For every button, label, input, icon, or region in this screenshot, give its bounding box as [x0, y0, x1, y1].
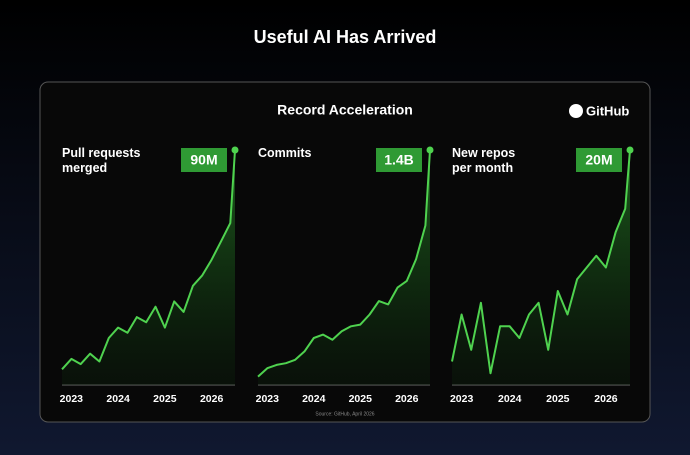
brand-logo	[569, 104, 583, 118]
x-tick-label: 2024	[498, 393, 522, 405]
source-note: Source: GitHub, April 2026	[315, 411, 374, 417]
panel-title: Record Acceleration	[277, 102, 413, 118]
area-fill	[62, 150, 235, 385]
x-tick-label: 2024	[106, 393, 130, 405]
area-fill	[258, 150, 430, 385]
value-label: 90M	[190, 152, 217, 168]
value-label: 1.4B	[384, 152, 414, 168]
line	[61, 149, 236, 370]
x-tick-label: 2026	[395, 393, 419, 405]
x-tick-label: 2025	[153, 393, 177, 405]
x-tick-label: 2023	[60, 393, 84, 405]
x-tick-label: 2023	[256, 393, 280, 405]
line	[451, 149, 631, 375]
x-tick-label: 2023	[450, 393, 474, 405]
x-tick-label: 2026	[594, 393, 618, 405]
end-point	[426, 146, 434, 154]
line	[257, 149, 431, 378]
brand-name: GitHub	[586, 103, 629, 118]
chart-title: Pull requests merged	[62, 146, 141, 175]
value-label-box	[181, 148, 227, 172]
value-label-box	[576, 148, 622, 172]
slide-title: Useful AI Has Arrived	[254, 27, 437, 47]
end-point	[231, 146, 239, 154]
end-point	[626, 146, 634, 154]
x-tick-label: 2025	[349, 393, 373, 405]
value-label: 20M	[585, 152, 612, 168]
x-tick-label: 2025	[546, 393, 570, 405]
value-label-box	[376, 148, 422, 172]
x-tick-label: 2024	[302, 393, 326, 405]
x-tick-label: 2026	[200, 393, 224, 405]
chart-title: New repos per month	[452, 146, 516, 175]
area-fill	[452, 150, 630, 385]
chart-title: Commits	[258, 146, 312, 160]
